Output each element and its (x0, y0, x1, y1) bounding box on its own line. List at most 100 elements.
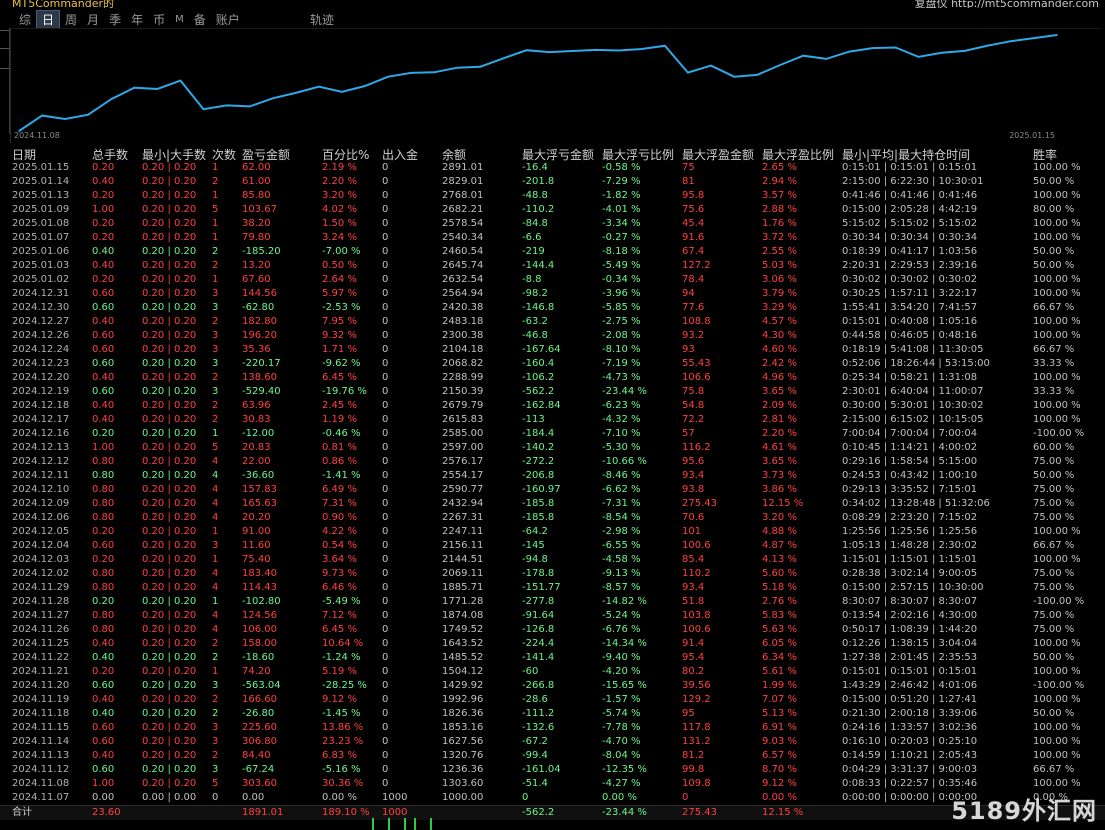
table-row[interactable]: 2024.12.11 0.80 0.20 | 0.20 4 -36.60 -1.41 % 0… (0, 469, 1105, 483)
cell-balance: 2576.17 (442, 456, 484, 467)
equity-point (248, 105, 251, 108)
table-row[interactable]: 2024.12.27 0.40 0.20 | 0.20 2 182.80 7.95 % 0 2… (0, 315, 1105, 329)
table-row[interactable]: 2024.11.25 0.40 0.20 | 0.20 2 158.00 10.64 % 0… (0, 637, 1105, 651)
tab-3[interactable]: 月 (87, 13, 100, 27)
table-row[interactable]: 2024.12.03 0.20 0.20 | 0.20 1 75.40 3.64 % 0 21… (0, 553, 1105, 567)
table-row[interactable]: 2024.12.17 0.40 0.20 | 0.20 2 30.83 1.19 % 0 26… (0, 413, 1105, 427)
track-tab[interactable]: 轨迹 (310, 13, 335, 27)
col-header-mfp[interactable]: 最大浮盈金额 (682, 148, 755, 162)
col-header-count[interactable]: 次数 (212, 148, 237, 162)
tab-4[interactable]: 季 (109, 13, 122, 27)
col-header-pnl[interactable]: 盈亏金额 (242, 148, 291, 162)
table-row[interactable]: 2025.01.06 0.40 0.20 | 0.20 2 -185.20 -7.00 %… (0, 245, 1105, 259)
table-row[interactable]: 2024.12.06 0.80 0.20 | 0.20 4 20.20 0.90 % 0 22… (0, 511, 1105, 525)
table-row[interactable]: 2025.01.13 0.20 0.20 | 0.20 1 85.80 3.20 % 0 27… (0, 189, 1105, 203)
table-row[interactable]: 2024.12.20 0.40 0.20 | 0.20 2 138.60 6.45 % 0 2… (0, 371, 1105, 385)
table-row[interactable]: 2024.11.28 0.20 0.20 | 0.20 1 -102.80 -5.49 %… (0, 595, 1105, 609)
cell-balance: 1643.52 (442, 638, 484, 649)
col-header-mfpp[interactable]: 最大浮盈比例 (762, 148, 835, 162)
table-row[interactable]: 2025.01.03 0.40 0.20 | 0.20 2 13.20 0.50 % 0 26… (0, 259, 1105, 273)
cell-count: 3 (212, 330, 219, 341)
cell-pct: 30.36 % (322, 778, 364, 789)
col-header-lots[interactable]: 总手数 (92, 148, 129, 162)
tab-1[interactable]: 日 (36, 10, 61, 30)
table-row[interactable]: 2025.01.09 1.00 0.20 | 0.20 5 103.67 4.02 % 0 2… (0, 203, 1105, 217)
table-row[interactable]: 2025.01.15 0.20 0.20 | 0.20 1 62.00 2.19 % 0 28… (0, 161, 1105, 175)
col-header-date[interactable]: 日期 (12, 148, 37, 162)
table-row[interactable]: 2024.12.05 0.20 0.20 | 0.20 1 91.00 4.22 % 0 22… (0, 525, 1105, 539)
cell-mfp: 106.6 (682, 372, 711, 383)
table-row[interactable]: 2024.12.04 0.60 0.20 | 0.20 3 11.60 0.54 % 0 21… (0, 539, 1105, 553)
table-row[interactable]: 2024.11.19 0.40 0.20 | 0.20 2 166.60 9.12 % 0 1… (0, 693, 1105, 707)
table-row[interactable]: 2024.11.27 0.80 0.20 | 0.20 4 124.56 7.12 % 0 1… (0, 609, 1105, 623)
table-row[interactable]: 2024.11.13 0.40 0.20 | 0.20 2 84.40 6.83 % 0 13… (0, 749, 1105, 763)
tab-2[interactable]: 周 (65, 13, 78, 27)
table-row[interactable]: 2024.12.10 0.80 0.20 | 0.20 4 157.83 6.49 % 0 2… (0, 483, 1105, 497)
cell-mfpp: 2.94 % (762, 176, 797, 187)
cell-io: 0 (382, 232, 389, 243)
cell-minmax: 0.20 | 0.20 (142, 484, 197, 495)
table-row[interactable]: 2024.11.07 0.00 0.00 | 0.00 0 0.00 0.00 % 1000… (0, 791, 1105, 805)
table-row[interactable]: 2024.12.13 1.00 0.20 | 0.20 5 20.83 0.81 % 0 25… (0, 441, 1105, 455)
col-header-mfl[interactable]: 最大浮亏金额 (522, 148, 595, 162)
col-header-io[interactable]: 出入金 (382, 148, 419, 162)
table-row[interactable]: 2024.12.02 0.80 0.20 | 0.20 4 183.40 9.73 % 0 2… (0, 567, 1105, 581)
col-header-winrate[interactable]: 胜率 (1033, 148, 1058, 162)
table-row[interactable]: 2024.11.15 0.60 0.20 | 0.20 3 225.60 13.86 % 0… (0, 721, 1105, 735)
table-row[interactable]: 2025.01.02 0.20 0.20 | 0.20 1 67.60 2.64 % 0 26… (0, 273, 1105, 287)
cell-mfp: 127.2 (682, 260, 711, 271)
col-header-pct[interactable]: 百分比% (322, 148, 370, 162)
col-header-balance[interactable]: 余额 (442, 148, 467, 162)
equity-point (179, 79, 182, 82)
cell-mfl: -48.8 (522, 190, 548, 201)
cell-winrate: 66.67 % (1033, 540, 1075, 551)
table-row[interactable]: 2024.11.20 0.60 0.20 | 0.20 3 -563.04 -28.25 … (0, 679, 1105, 693)
table-row[interactable]: 2024.12.18 0.40 0.20 | 0.20 2 63.96 2.45 % 0 26… (0, 399, 1105, 413)
table-row[interactable]: 2024.11.12 0.60 0.20 | 0.20 3 -67.24 -5.16 % 0… (0, 763, 1105, 777)
table-row[interactable]: 2024.12.26 0.60 0.20 | 0.20 3 196.20 9.32 % 0 2… (0, 329, 1105, 343)
cell-mfp: 93 (682, 344, 695, 355)
total-row: 合计 23.60 1891.01 189.10 % 1000 -562.2 -23.44 %… (0, 805, 1105, 820)
table-row[interactable]: 2024.12.09 0.80 0.20 | 0.20 4 165.63 7.31 % 0 2… (0, 497, 1105, 511)
table-row[interactable]: 2024.11.14 0.60 0.20 | 0.20 3 306.80 23.23 % 0… (0, 735, 1105, 749)
tab-0[interactable]: 综 (19, 13, 32, 27)
tab-8[interactable]: 备 (193, 13, 206, 27)
table-row[interactable]: 2024.11.18 0.40 0.20 | 0.20 2 -26.80 -1.45 % 0… (0, 707, 1105, 721)
table-row[interactable]: 2024.11.26 0.80 0.20 | 0.20 4 106.00 6.45 % 0 1… (0, 623, 1105, 637)
table-row[interactable]: 2024.11.22 0.40 0.20 | 0.20 2 -18.60 -1.24 % 0… (0, 651, 1105, 665)
col-header-minmax[interactable]: 最小|大手数 (142, 148, 207, 162)
cell-mfl: -206.8 (522, 470, 555, 481)
tab-7[interactable]: M (175, 14, 184, 25)
tab-6[interactable]: 币 (153, 13, 166, 27)
table-row[interactable]: 2024.11.29 0.80 0.20 | 0.20 4 114.43 6.46 % 0 1… (0, 581, 1105, 595)
tab-5[interactable]: 年 (131, 13, 144, 27)
cell-balance: 1320.76 (442, 750, 484, 761)
table-row[interactable]: 2024.11.08 1.00 0.20 | 0.20 5 303.60 30.36 % 0… (0, 777, 1105, 791)
cell-winrate: 75.00 % (1033, 624, 1075, 635)
table-row[interactable]: 2024.12.30 0.60 0.20 | 0.20 3 -62.80 -2.53 % 0… (0, 301, 1105, 315)
cell-balance: 2829.01 (442, 176, 484, 187)
cell-mflp: -0.58 % (602, 162, 641, 173)
cell-mfpp: 4.57 % (762, 316, 797, 327)
table-row[interactable]: 2025.01.14 0.40 0.20 | 0.20 2 61.00 2.20 % 0 28… (0, 175, 1105, 189)
table-row[interactable]: 2025.01.08 0.20 0.20 | 0.20 1 38.20 1.50 % 0 25… (0, 217, 1105, 231)
table-row[interactable]: 2024.12.24 0.60 0.20 | 0.20 3 35.36 1.71 % 0 21… (0, 343, 1105, 357)
col-header-mflp[interactable]: 最大浮亏比例 (602, 148, 675, 162)
cell-time: 7:00:04 | 7:00:04 | 7:00:04 (842, 428, 978, 439)
table-row[interactable]: 2025.01.07 0.20 0.20 | 0.20 1 79.80 3.24 % 0 25… (0, 231, 1105, 245)
cell-lots: 0.20 (92, 666, 115, 677)
table-row[interactable]: 2024.11.21 0.20 0.20 | 0.20 1 74.20 5.19 % 0 15… (0, 665, 1105, 679)
cell-mfpp: 0.00 % (762, 792, 797, 803)
tab-9[interactable]: 账户 (215, 13, 240, 27)
table-row[interactable]: 2024.12.16 0.20 0.20 | 0.20 1 -12.00 -0.46 % 0… (0, 427, 1105, 441)
col-header-time[interactable]: 最小|平均|最大持仓时间 (842, 148, 971, 162)
cell-io: 0 (382, 288, 389, 299)
table-row[interactable]: 2024.12.31 0.60 0.20 | 0.20 3 144.56 5.97 % 0 2… (0, 287, 1105, 301)
equity-point (64, 118, 66, 120)
table-row[interactable]: 2024.12.12 0.80 0.20 | 0.20 4 22.00 0.86 % 0 25… (0, 455, 1105, 469)
cell-time: 0:14:59 | 1:10:21 | 2:05:43 (842, 750, 978, 761)
cell-pct: 0.54 % (322, 540, 357, 551)
table-row[interactable]: 2024.12.19 0.60 0.20 | 0.20 3 -529.40 -19.76 … (0, 385, 1105, 399)
table-row[interactable]: 2024.12.23 0.60 0.20 | 0.20 3 -220.17 -9.62 %… (0, 357, 1105, 371)
cell-mfp: 57 (682, 428, 695, 439)
